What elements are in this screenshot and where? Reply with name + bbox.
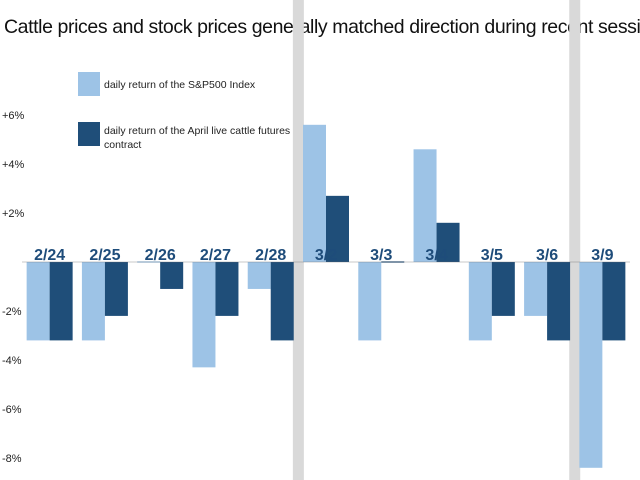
sp500-bar [358,262,382,341]
sp500-bar [247,262,271,289]
sp500-bar [303,124,326,262]
category-label: 3/2 [315,247,337,264]
cattle-bar [326,195,349,262]
sp500-bar [413,149,437,262]
sp500-bar [579,262,603,468]
cattle-bar [160,262,184,289]
sp500-bar [192,262,216,368]
y-tick-label: +6% [2,110,25,122]
cattle-bar [602,262,626,341]
cattle-bar [104,262,128,316]
chart-title: Cattle prices and stock prices generally… [4,16,640,38]
cattle-legend-label: daily return of the April live cattle fu… [104,125,290,151]
y-tick-label: -4% [2,355,22,367]
cattle-bar [215,262,239,316]
category-label: 2/24 [34,247,65,264]
sp500-bar [524,262,548,316]
category-label: 3/9 [591,247,613,264]
y-tick-label: -6% [2,404,22,416]
category-label: 3/5 [481,247,503,264]
session-separator-band [569,0,581,480]
category-label: 2/25 [89,247,120,264]
y-tick-label: +2% [2,208,25,220]
cattle-bar [436,222,460,262]
category-label: 3/4 [425,247,447,264]
y-tick-label: -2% [2,306,22,318]
sp500-bar [26,262,50,341]
cattle-bar [270,262,294,341]
category-label: 2/28 [255,247,286,264]
y-tick-label: +4% [2,159,25,171]
sp500-bar [468,262,492,341]
category-label: 2/27 [200,247,231,264]
sp500-bar [81,262,105,341]
category-label: 3/6 [536,247,558,264]
cattle-bar [547,262,571,341]
cattle-bar [491,262,515,316]
sp500-legend-label: daily return of the S&P500 Index [104,79,256,91]
y-tick-label: -8% [2,453,22,465]
cattle-bar [49,262,73,341]
category-label: 2/26 [145,247,176,264]
sp500-legend-swatch [78,72,100,96]
session-separator-band [292,0,304,480]
cattle-legend-swatch [78,122,100,146]
category-label: 3/3 [370,247,392,264]
